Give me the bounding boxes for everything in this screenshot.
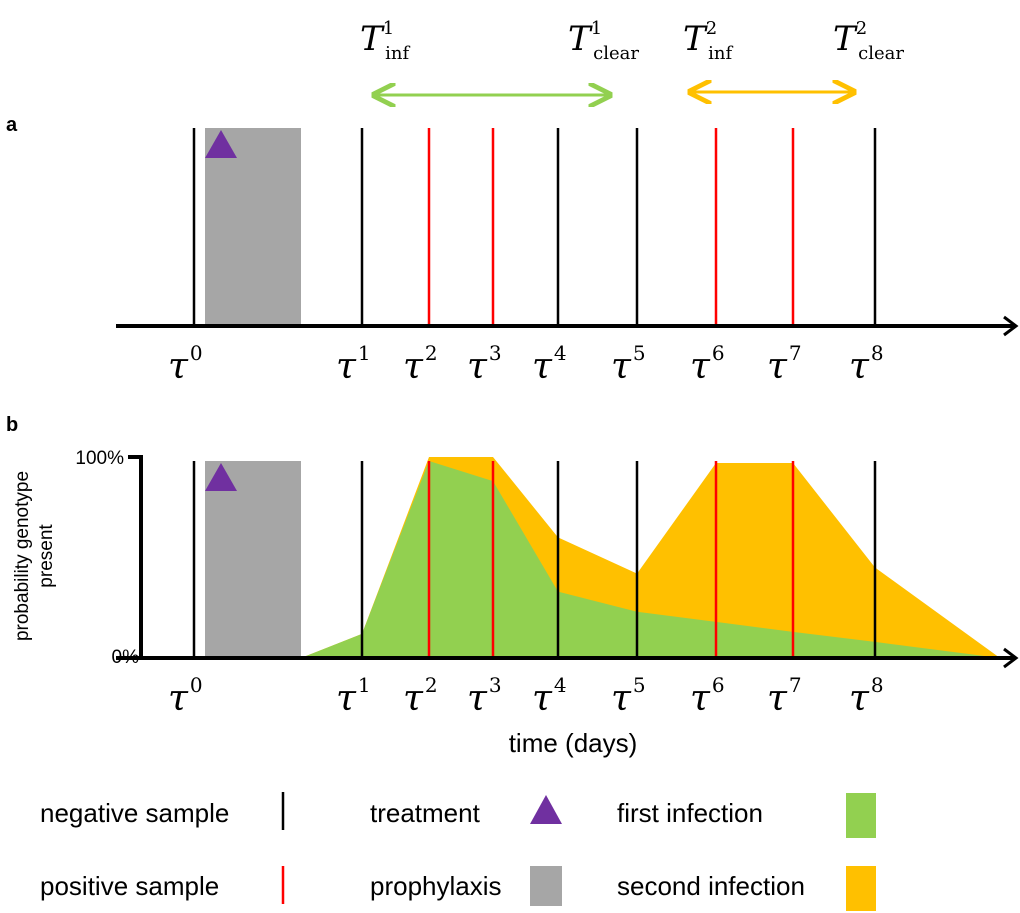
panel-a: a τ 0 τ 1 τ 2 τ 3 τ 4 τ 5 τ 6 τ 7 τ 8	[6, 114, 1019, 387]
legend-treatment-swatch	[530, 795, 562, 824]
treatment-marker	[205, 463, 237, 491]
infection-interval-arrows: T1 inf T1 clear T2 inf T2 clear	[360, 18, 904, 95]
treatment-marker	[205, 130, 237, 158]
legend-first-infection-label: first infection	[617, 798, 763, 828]
legend-positive-sample-label: positive sample	[40, 871, 219, 901]
time-axis-a-arrowhead	[1003, 315, 1019, 337]
first-infection-area	[301, 461, 1000, 658]
interval-start-label-2: T2 inf	[683, 18, 733, 64]
legend-first-infection-swatch	[846, 793, 876, 838]
interval-end-label-2: T2 clear	[833, 18, 904, 64]
legend-second-infection-swatch	[846, 866, 876, 911]
legend-negative-sample-label: negative sample	[40, 798, 229, 828]
x-axis-label: time (days)	[509, 728, 638, 758]
interval-end-label-1: T1 clear	[568, 18, 639, 64]
y-tick-label-100: 100%	[75, 448, 124, 469]
panel-b-label: b	[6, 414, 18, 436]
legend-treatment-label: treatment	[370, 798, 481, 828]
legend: negative sample positive sample treatment p…	[40, 792, 876, 911]
y-axis-label: probability genotype present	[12, 471, 57, 641]
time-axis-b-arrowhead	[1003, 647, 1019, 669]
prophylaxis-block	[205, 461, 301, 658]
panel-a-label: a	[6, 114, 18, 136]
legend-second-infection-label: second infection	[617, 871, 805, 901]
interval-start-label-1: T1 inf	[360, 18, 410, 64]
legend-prophylaxis-swatch	[530, 866, 562, 906]
prophylaxis-block	[205, 128, 301, 326]
y-axis-label-line1: probability genotype	[12, 471, 33, 641]
legend-prophylaxis-label: prophylaxis	[370, 871, 502, 901]
y-axis-label-line2: present	[36, 524, 57, 588]
